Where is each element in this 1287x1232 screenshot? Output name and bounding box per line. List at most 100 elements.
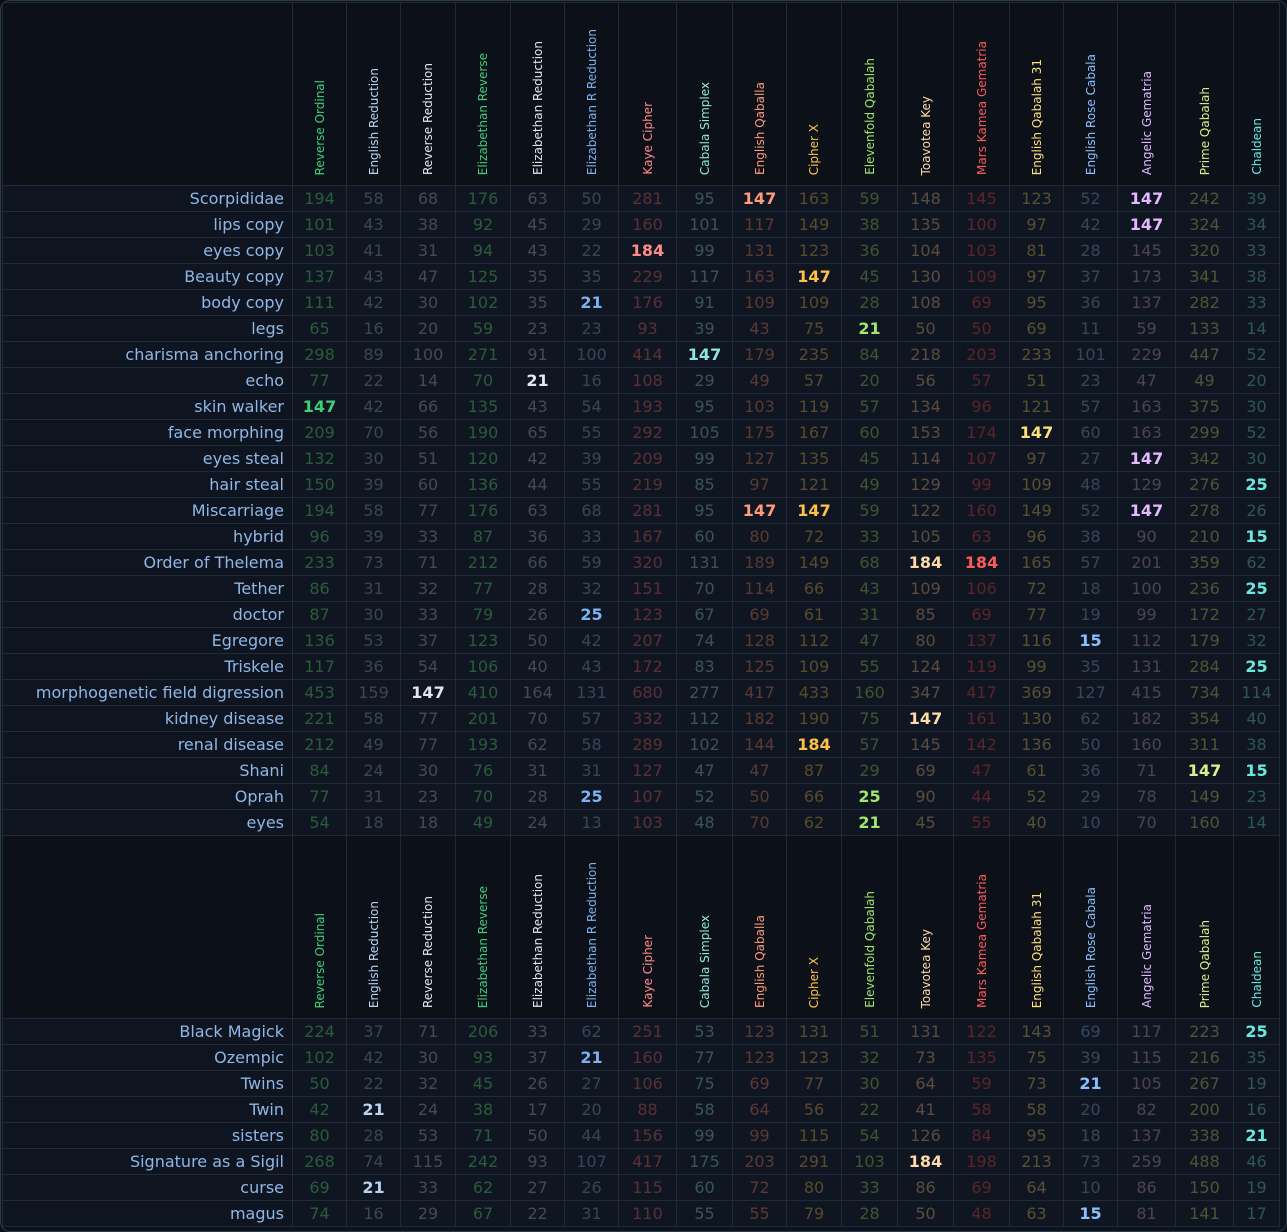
value-cell[interactable]: 77 (455, 575, 511, 602)
value-cell[interactable]: 680 (618, 679, 677, 706)
value-cell[interactable]: 64 (1009, 1174, 1064, 1201)
value-cell[interactable]: 163 (1117, 393, 1176, 420)
table-row[interactable]: hybrid 96 39 33 87 36 33 167 60 80 72 33 105 63 96 38 90… (2, 523, 1280, 550)
value-cell[interactable]: 123 (455, 627, 511, 654)
column-header[interactable]: Mars Kamea Gematria (953, 2, 1010, 186)
value-cell[interactable]: 127 (618, 757, 677, 784)
value-cell[interactable]: 97 (732, 471, 787, 498)
value-cell[interactable]: 76 (455, 757, 511, 784)
value-cell[interactable]: 39 (1233, 185, 1280, 212)
value-cell[interactable]: 38 (455, 1096, 511, 1123)
value-cell[interactable]: 50 (564, 185, 619, 212)
value-cell[interactable]: 36 (510, 523, 565, 550)
value-cell[interactable]: 104 (897, 237, 954, 264)
value-cell[interactable]: 40 (1233, 705, 1280, 732)
value-cell[interactable]: 137 (292, 263, 347, 290)
value-cell[interactable]: 55 (564, 419, 619, 446)
value-cell[interactable]: 71 (400, 549, 456, 576)
column-header[interactable]: Kaye Cipher (618, 2, 677, 186)
value-cell[interactable]: 342 (1175, 445, 1234, 472)
value-cell[interactable]: 58 (1009, 1096, 1064, 1123)
value-cell[interactable]: 284 (1175, 653, 1234, 680)
value-cell[interactable]: 49 (1175, 367, 1234, 394)
table-row[interactable]: Beauty copy 137 43 47 125 35 35 229 117 163 147 45 1… (2, 263, 1280, 290)
value-cell[interactable]: 242 (455, 1148, 511, 1175)
value-cell[interactable]: 137 (1117, 289, 1176, 316)
value-cell[interactable]: 259 (1117, 1148, 1176, 1175)
value-cell[interactable]: 90 (1117, 523, 1176, 550)
table-row[interactable]: Triskele 117 36 54 106 40 43 172 83 125 109 55 124 11… (2, 653, 1280, 680)
value-cell[interactable]: 67 (676, 601, 733, 628)
table-row[interactable]: Black Magick 224 37 71 206 33 62 251 53 123 131 51 1… (2, 1018, 1280, 1045)
value-cell[interactable]: 62 (786, 809, 842, 836)
value-cell[interactable]: 332 (618, 705, 677, 732)
value-cell[interactable]: 221 (292, 705, 347, 732)
value-cell[interactable]: 85 (897, 601, 954, 628)
value-cell[interactable]: 123 (786, 237, 842, 264)
value-cell-match[interactable]: 184 (897, 1148, 954, 1175)
value-cell[interactable]: 32 (841, 1044, 898, 1071)
value-cell[interactable]: 117 (1117, 1018, 1176, 1045)
column-header[interactable]: English Qaballa (732, 2, 787, 186)
value-cell[interactable]: 131 (897, 1018, 954, 1045)
column-header[interactable]: Reverse Reduction (400, 2, 456, 186)
value-cell[interactable]: 99 (953, 471, 1010, 498)
value-cell[interactable]: 242 (1175, 185, 1234, 212)
value-cell[interactable]: 19 (1233, 1070, 1280, 1097)
value-cell[interactable]: 102 (455, 289, 511, 316)
value-cell[interactable]: 47 (400, 263, 456, 290)
value-cell[interactable]: 45 (841, 263, 898, 290)
value-cell[interactable]: 137 (953, 627, 1010, 654)
value-cell[interactable]: 41 (897, 1096, 954, 1123)
value-cell[interactable]: 95 (1009, 1122, 1064, 1149)
value-cell[interactable]: 30 (346, 445, 401, 472)
value-cell[interactable]: 114 (732, 575, 787, 602)
value-cell[interactable]: 108 (618, 367, 677, 394)
table-row[interactable]: Signature as a Sigil 268 74 115 242 93 107 417 1… (2, 1148, 1280, 1175)
value-cell[interactable]: 134 (897, 393, 954, 420)
value-cell[interactable]: 417 (953, 679, 1010, 706)
value-cell[interactable]: 99 (676, 445, 733, 472)
value-cell-match[interactable]: 21 (510, 367, 565, 394)
column-header[interactable]: Elizabethan Reduction (510, 835, 565, 1019)
value-cell[interactable]: 62 (455, 1174, 511, 1201)
value-cell[interactable]: 121 (1009, 393, 1064, 420)
value-cell[interactable]: 53 (676, 1018, 733, 1045)
value-cell[interactable]: 194 (292, 497, 347, 524)
value-cell[interactable]: 161 (953, 705, 1010, 732)
value-cell[interactable]: 233 (292, 549, 347, 576)
value-cell[interactable]: 106 (455, 653, 511, 680)
value-cell[interactable]: 32 (400, 575, 456, 602)
value-cell[interactable]: 50 (510, 627, 565, 654)
column-header[interactable]: Elevenfold Qabalah (841, 835, 898, 1019)
value-cell[interactable]: 74 (676, 627, 733, 654)
value-cell[interactable]: 57 (953, 367, 1010, 394)
table-row[interactable]: doctor 87 30 33 79 26 25 123 67 69 61 31 85 69 77 19 99 1… (2, 601, 1280, 628)
value-cell[interactable]: 167 (618, 523, 677, 550)
value-cell[interactable]: 190 (455, 419, 511, 446)
value-cell[interactable]: 359 (1175, 549, 1234, 576)
value-cell[interactable]: 18 (346, 809, 401, 836)
value-cell[interactable]: 14 (1233, 809, 1280, 836)
value-cell[interactable]: 55 (841, 653, 898, 680)
column-header[interactable]: Angelic Gematria (1117, 2, 1176, 186)
value-cell[interactable]: 99 (732, 1122, 787, 1149)
value-cell[interactable]: 34 (1233, 211, 1280, 238)
value-cell[interactable]: 48 (1063, 471, 1118, 498)
value-cell[interactable]: 58 (676, 1096, 733, 1123)
value-cell[interactable]: 123 (732, 1018, 787, 1045)
value-cell[interactable]: 115 (1117, 1044, 1176, 1071)
value-cell[interactable]: 148 (897, 185, 954, 212)
value-cell[interactable]: 145 (897, 731, 954, 758)
value-cell-match[interactable]: 25 (841, 783, 898, 810)
value-cell[interactable]: 107 (953, 445, 1010, 472)
value-cell[interactable]: 131 (1117, 653, 1176, 680)
value-cell[interactable]: 271 (455, 341, 511, 368)
value-cell[interactable]: 160 (618, 1044, 677, 1071)
value-cell[interactable]: 32 (400, 1070, 456, 1097)
value-cell[interactable]: 52 (1233, 341, 1280, 368)
value-cell[interactable]: 163 (732, 263, 787, 290)
value-cell[interactable]: 43 (732, 315, 787, 342)
column-header[interactable]: Prime Qabalah (1175, 2, 1234, 186)
value-cell[interactable]: 66 (400, 393, 456, 420)
